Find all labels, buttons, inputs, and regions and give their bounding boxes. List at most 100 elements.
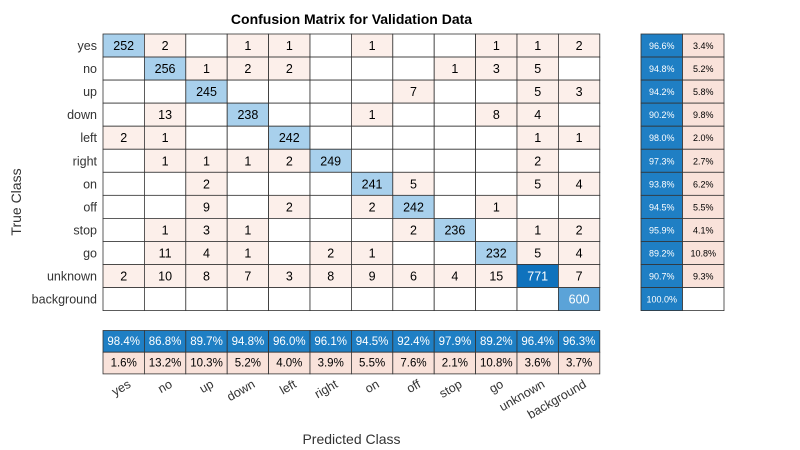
row-summary-incorrect-value: 10.8%	[690, 248, 716, 258]
cell-value: 1	[162, 154, 169, 168]
cell-value: 3	[493, 62, 500, 76]
cell-value: 2	[286, 200, 293, 214]
matrix-cell	[475, 217, 518, 242]
column-summary-incorrect-value: 5.5%	[359, 358, 385, 370]
matrix-cell	[350, 125, 394, 150]
row-summary-correct-value: 96.6%	[649, 41, 675, 51]
cell-value: 2	[327, 246, 334, 260]
column-summary-correct-value: 89.7%	[190, 336, 223, 348]
matrix-cell	[516, 287, 559, 311]
row-summary-correct-value: 89.2%	[649, 248, 675, 258]
matrix-cell	[433, 241, 477, 265]
row-label: off	[83, 200, 97, 214]
row-summary-correct-value: 90.7%	[649, 272, 675, 282]
cell-value: 5	[534, 177, 541, 191]
cell-value: 1	[493, 39, 500, 53]
matrix-cell	[309, 125, 352, 150]
column-label: yes	[109, 377, 133, 399]
row-label: stop	[73, 223, 97, 237]
row-summary-correct-value: 90.2%	[649, 110, 675, 120]
cell-value: 8	[493, 108, 500, 122]
cell-value: 241	[362, 177, 383, 191]
cell-value: 3	[203, 223, 210, 237]
matrix-cell	[226, 79, 269, 104]
row-label: on	[83, 177, 97, 191]
cell-value: 1	[244, 154, 251, 168]
matrix-cell	[226, 287, 269, 311]
matrix-cell	[102, 79, 145, 104]
cell-value: 9	[203, 200, 210, 214]
matrix-cell	[268, 102, 311, 127]
cell-value: 1	[534, 223, 541, 237]
row-label: background	[32, 293, 97, 307]
matrix-cell	[226, 125, 269, 150]
matrix-cell	[185, 125, 228, 150]
cell-value: 1	[493, 200, 500, 214]
matrix-cell	[433, 102, 477, 127]
matrix-cell	[475, 171, 518, 196]
cell-value: 7	[410, 85, 417, 99]
cell-value: 13	[158, 108, 172, 122]
matrix-cell	[226, 194, 269, 219]
row-summary-incorrect-value: 9.3%	[693, 272, 714, 282]
cell-value: 2	[286, 154, 293, 168]
cell-value: 6	[410, 270, 417, 284]
row-label: go	[83, 246, 97, 260]
column-summary-correct-value: 92.4%	[397, 336, 430, 348]
matrix-cell	[558, 56, 601, 81]
cell-value: 232	[486, 246, 507, 260]
row-summary-correct-value: 100.0%	[646, 295, 677, 305]
column-summary-correct-value: 97.9%	[439, 336, 472, 348]
cell-value: 1	[162, 131, 169, 145]
matrix-cell	[558, 102, 601, 127]
column-label: left	[277, 377, 299, 398]
matrix-cell	[268, 287, 311, 311]
column-summary-correct-value: 98.4%	[107, 336, 140, 348]
cell-value: 15	[489, 270, 503, 284]
matrix-cell	[102, 241, 145, 265]
row-summary-incorrect-value: 5.8%	[693, 87, 714, 97]
cell-value: 2	[162, 39, 169, 53]
matrix-cell	[392, 56, 435, 81]
cell-value: 249	[320, 154, 341, 168]
column-summary-correct-value: 94.5%	[356, 336, 389, 348]
matrix-cell	[433, 171, 477, 196]
cell-value: 2	[120, 131, 127, 145]
column-summary-incorrect-value: 5.2%	[235, 358, 261, 370]
column-summary-correct-value: 96.1%	[314, 336, 347, 348]
column-label: right	[312, 377, 341, 402]
matrix-cell	[433, 33, 477, 58]
matrix-cell	[185, 287, 228, 311]
cell-value: 1	[369, 39, 376, 53]
cell-value: 1	[244, 39, 251, 53]
matrix-cell	[226, 171, 269, 196]
cell-value: 238	[237, 108, 258, 122]
matrix-cell	[392, 241, 435, 265]
cell-value: 5	[534, 85, 541, 99]
cell-value: 2	[203, 177, 210, 191]
column-summary-incorrect-value: 4.0%	[276, 358, 302, 370]
cell-value: 2	[120, 270, 127, 284]
y-axis-label: True Class	[8, 168, 24, 236]
matrix-cell	[392, 33, 435, 58]
matrix-cell	[433, 194, 477, 219]
row-label: no	[83, 62, 97, 76]
column-label: off	[404, 377, 423, 396]
column-summary-incorrect-value: 10.3%	[190, 358, 223, 370]
matrix-cell	[143, 287, 187, 311]
cell-value: 1	[369, 108, 376, 122]
cell-value: 4	[203, 246, 210, 260]
matrix-cell	[350, 79, 394, 104]
column-summary-correct-value: 96.0%	[273, 336, 306, 348]
matrix-cell	[558, 194, 601, 219]
column-label: stop	[437, 377, 465, 401]
matrix-cell	[102, 56, 145, 81]
matrix-cell	[143, 171, 187, 196]
row-label: down	[67, 108, 97, 122]
matrix-cell	[392, 148, 435, 173]
row-label: right	[73, 154, 98, 168]
cell-value: 4	[576, 177, 583, 191]
x-axis-label: Predicted Class	[302, 431, 401, 447]
matrix-cell	[433, 79, 477, 104]
row-summary-incorrect-value: 3.4%	[693, 41, 714, 51]
